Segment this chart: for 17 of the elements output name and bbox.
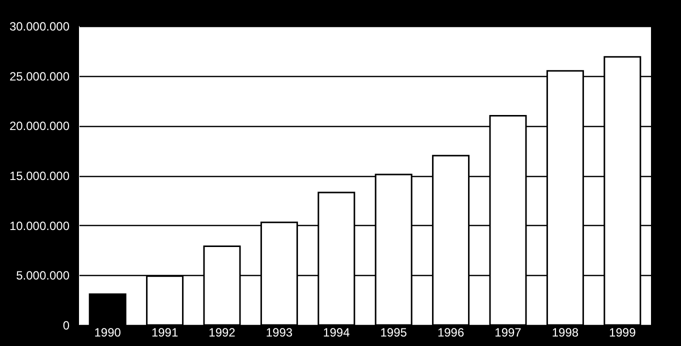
y-tick-label: 5.000.000 <box>16 268 70 283</box>
x-tick-label: 1991 <box>151 326 178 340</box>
x-tick-label: 1990 <box>94 326 122 340</box>
y-tick-label: 0 <box>62 318 70 332</box>
x-tick-label: 1998 <box>552 326 579 340</box>
x-tick-label: 1992 <box>208 326 236 340</box>
y-tick-label: 20.000.000 <box>9 119 70 134</box>
y-tick-label: 25.000.000 <box>9 69 70 84</box>
x-tick-label: 1996 <box>437 326 464 340</box>
x-tick-label: 1999 <box>609 326 636 340</box>
x-tick-label: 1995 <box>380 326 408 340</box>
y-tick-label: 10.000.000 <box>9 218 70 233</box>
x-tick-label: 1997 <box>494 326 522 340</box>
y-tick-label: 15.000.000 <box>9 169 70 183</box>
x-tick-label: 1994 <box>323 326 350 340</box>
x-tick-label: 1993 <box>266 326 293 340</box>
y-tick-label: 30.000.000 <box>9 20 70 34</box>
